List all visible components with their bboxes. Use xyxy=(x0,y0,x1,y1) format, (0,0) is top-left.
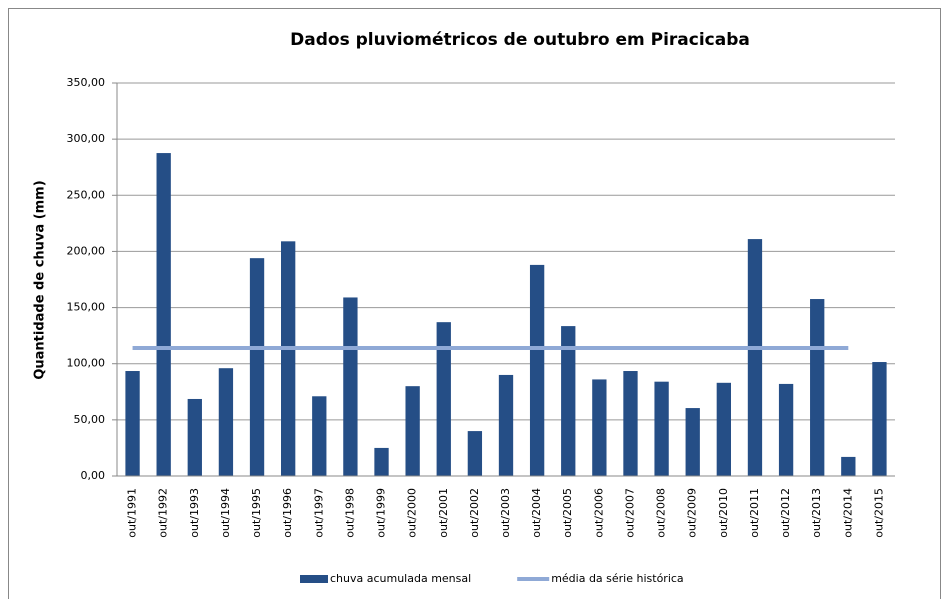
x-tick-label: out/1998 xyxy=(343,488,356,538)
x-tick-label: out/1997 xyxy=(312,488,325,538)
x-tick-label: out/2007 xyxy=(623,488,636,538)
x-tick-label: out/2006 xyxy=(592,488,605,538)
y-tick-label: 300,00 xyxy=(67,132,106,145)
x-tick-label: out/2010 xyxy=(717,488,730,538)
bar xyxy=(218,368,234,476)
y-tick-label: 150,00 xyxy=(67,301,106,314)
bar xyxy=(623,371,638,476)
chart-title: Dados pluviométricos de outubro em Pirac… xyxy=(290,30,750,50)
x-tick-label: out/2001 xyxy=(437,488,450,538)
y-tick-label: 350,00 xyxy=(67,76,106,89)
bar xyxy=(249,258,265,476)
bar xyxy=(778,383,794,476)
legend-label: chuva acumulada mensal xyxy=(330,572,471,585)
x-tick-label: out/1996 xyxy=(281,488,294,538)
bar xyxy=(654,381,669,476)
y-tick-label: 50,00 xyxy=(74,413,106,426)
legend-label: média da série histórica xyxy=(551,572,684,585)
x-tick-label: out/1993 xyxy=(188,488,201,538)
bar xyxy=(810,299,825,476)
x-tick-label: out/2012 xyxy=(779,488,792,538)
bar xyxy=(343,297,358,476)
bar xyxy=(312,396,327,476)
x-tick-label: out/2008 xyxy=(655,488,668,538)
x-tick-label: out/1995 xyxy=(250,488,263,538)
bar xyxy=(436,322,451,476)
x-tick-label: out/2015 xyxy=(872,488,885,538)
bar xyxy=(685,408,700,476)
bar xyxy=(592,379,607,476)
bar xyxy=(374,447,389,476)
bar xyxy=(561,326,576,476)
x-tick-label: out/1994 xyxy=(219,488,232,538)
bar xyxy=(872,362,887,476)
bar xyxy=(156,153,171,476)
x-tick-label: out/2005 xyxy=(561,488,574,538)
x-tick-label: out/2000 xyxy=(406,488,419,538)
bar xyxy=(125,371,140,476)
x-tick-label: out/2013 xyxy=(810,488,823,538)
x-tick-label: out/2004 xyxy=(530,488,543,538)
bar xyxy=(405,386,420,476)
x-tick-label: out/1999 xyxy=(375,488,388,538)
x-tick-label: out/2014 xyxy=(841,488,854,538)
bar xyxy=(467,431,483,476)
y-tick-label: 200,00 xyxy=(67,244,106,257)
bar xyxy=(529,264,545,476)
bar xyxy=(841,456,856,476)
x-tick-label: out/2002 xyxy=(468,488,481,538)
x-tick-label: out/1991 xyxy=(126,488,139,538)
bar xyxy=(498,374,514,476)
y-tick-label: 250,00 xyxy=(67,188,106,201)
bar xyxy=(187,398,202,476)
bar xyxy=(747,239,763,476)
x-tick-label: out/2003 xyxy=(499,488,512,538)
bar xyxy=(281,241,296,476)
legend-swatch xyxy=(300,575,328,583)
y-tick-label: 100,00 xyxy=(67,357,106,370)
x-tick-label: out/2011 xyxy=(748,488,761,538)
x-tick-label: out/2009 xyxy=(686,488,699,538)
y-axis-title: Quantidade de chuva (mm) xyxy=(33,180,48,379)
x-tick-label: out/1992 xyxy=(157,488,170,538)
bar xyxy=(716,382,731,476)
y-tick-label: 0,00 xyxy=(81,469,106,482)
